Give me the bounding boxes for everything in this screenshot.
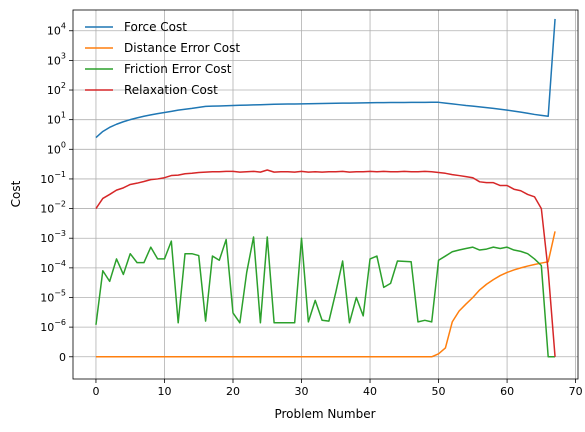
- x-tick-label: 70: [569, 385, 583, 398]
- x-tick-label: 0: [92, 385, 99, 398]
- series-line-friction-error-cost: [95, 236, 556, 358]
- y-tick-label: 100: [47, 140, 66, 156]
- series-line-relaxation-cost: [95, 169, 556, 357]
- y-tick-label: 10−3: [40, 229, 66, 245]
- y-tick-label: 101: [47, 111, 66, 127]
- x-tick-label: 30: [295, 385, 309, 398]
- y-tick-label: 10−5: [40, 288, 66, 304]
- y-tick-label: 102: [47, 81, 66, 97]
- legend-entry: Relaxation Cost: [124, 83, 218, 97]
- x-axis-ticks: 0 10 20 30 40 50 60 70: [92, 379, 583, 398]
- x-tick-label: 50: [432, 385, 446, 398]
- y-axis-label: Cost: [9, 180, 23, 207]
- y-tick-label: 10−6: [40, 318, 66, 334]
- grid: [73, 10, 578, 379]
- legend: Force Cost Distance Error Cost Friction Er…: [85, 20, 240, 97]
- series-layer: [95, 18, 556, 358]
- y-tick-label: 104: [47, 22, 66, 38]
- legend-entry: Distance Error Cost: [124, 41, 240, 55]
- x-tick-label: 60: [500, 385, 514, 398]
- x-tick-label: 20: [226, 385, 240, 398]
- legend-entry: Friction Error Cost: [124, 62, 232, 76]
- x-tick-label: 10: [157, 385, 171, 398]
- y-tick-label: 10−1: [40, 170, 66, 186]
- y-tick-label: 103: [47, 51, 66, 67]
- legend-entry: Force Cost: [124, 20, 187, 34]
- y-axis-ticks: 0 10−6 10−5 10−4 10−3 10−2 10−1 100 101 102 103 104: [40, 22, 73, 364]
- x-axis-label: Problem Number: [274, 407, 375, 421]
- y-tick-label: 0: [59, 351, 66, 364]
- x-tick-label: 40: [363, 385, 377, 398]
- plot-frame: [72, 9, 579, 380]
- series-line-distance-error-cost: [95, 231, 556, 358]
- series-line-force-cost: [95, 18, 556, 139]
- y-tick-label: 10−4: [40, 259, 66, 275]
- y-tick-label: 10−2: [40, 200, 66, 216]
